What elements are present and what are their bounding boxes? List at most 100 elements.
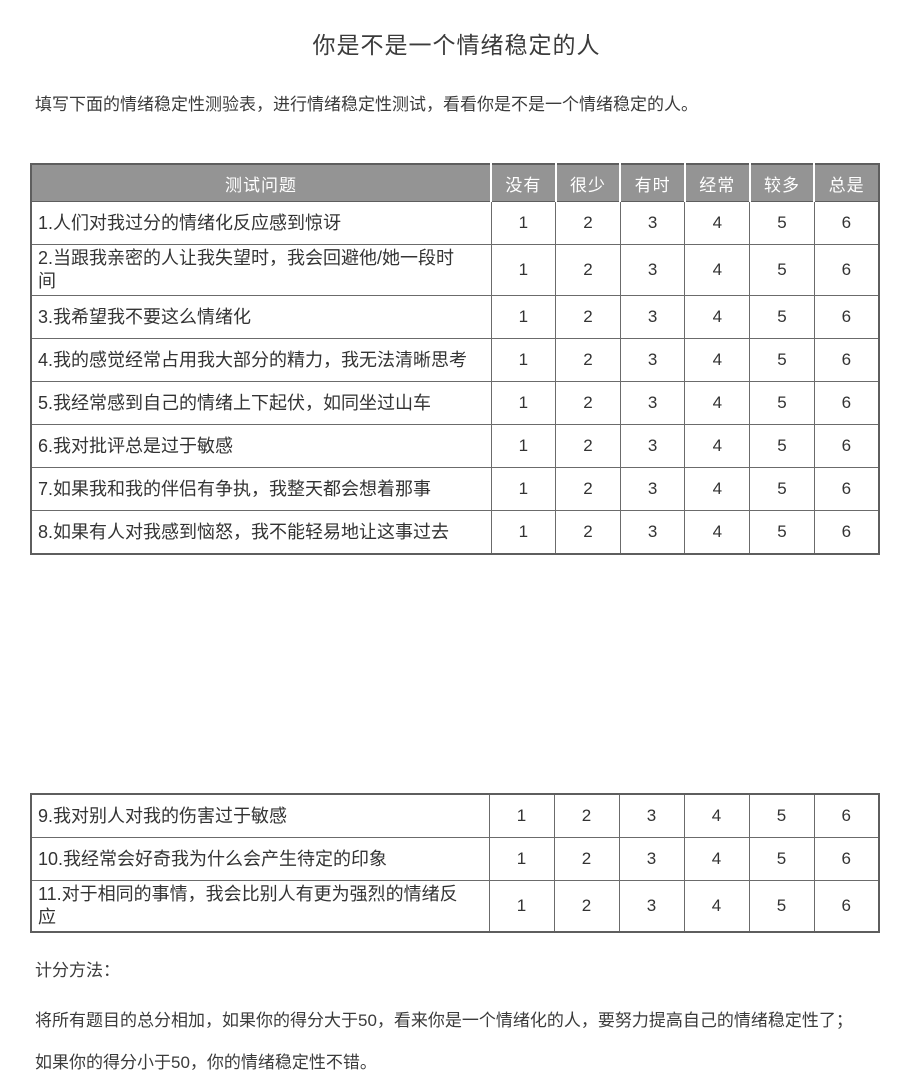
score-value-cell: 6	[813, 467, 880, 511]
scoring-line1: 将所有题目的总分相加，如果你的得分大于50，看来你是一个情绪化的人，要努力提高自…	[35, 1011, 853, 1030]
question-row: 9.我对别人对我的伤害过于敏感 1 2 3 4 5 6	[30, 793, 880, 838]
score-value-cell: 2	[553, 880, 620, 933]
score-value-cell: 6	[813, 424, 880, 468]
score-value-cell: 6	[813, 295, 880, 339]
score-value-cell: 1	[490, 338, 557, 382]
score-value-cell: 6	[813, 793, 880, 838]
score-value-cell: 5	[748, 837, 815, 881]
score-value-cell: 4	[684, 295, 751, 339]
question-cell: 4.我的感觉经常占用我大部分的精力，我无法清晰思考	[30, 338, 492, 382]
page-title: 你是不是一个情绪稳定的人	[312, 32, 601, 58]
question-cell: 2.当跟我亲密的人让我失望时，我会回避他/她一段时间	[30, 244, 492, 296]
score-value-cell: 1	[488, 793, 555, 838]
score-value-cell: 4	[684, 381, 751, 425]
score-value-cell: 6	[813, 510, 880, 555]
score-value-cell: 2	[555, 201, 621, 245]
score-value-cell: 2	[553, 793, 620, 838]
score-value-cell: 3	[618, 880, 685, 933]
header-cell-frequency: 有时	[619, 164, 685, 202]
score-value-cell: 6	[813, 837, 880, 881]
table-header: 测试问题 没有 很少 有时 经常 较多 总是	[31, 164, 879, 202]
score-value-cell: 4	[684, 424, 751, 468]
score-value-cell: 3	[619, 201, 686, 245]
question-row: 1.人们对我过分的情绪化反应感到惊讶 1 2 3 4 5 6	[30, 201, 880, 245]
score-value-cell: 5	[749, 424, 815, 468]
questions-body-part1: 1.人们对我过分的情绪化反应感到惊讶 1 2 3 4 5 6 2.当跟我亲密的人让我失望时，我…	[30, 201, 880, 555]
question-cell: 7.如果我和我的伴侣有争执，我整天都会想着那事	[30, 467, 492, 511]
scoring-line2: 如果你的得分小于50，你的情绪稳定性不错。	[35, 1053, 377, 1072]
question-row: 11.对于相同的事情，我会比别人有更为强烈的情绪反应 1 2 3 4 5 6	[30, 880, 880, 933]
score-value-cell: 1	[490, 201, 557, 245]
header-cell-frequency: 总是	[813, 164, 879, 202]
score-value-cell: 5	[748, 793, 815, 838]
score-value-cell: 2	[555, 295, 621, 339]
question-cell: 8.如果有人对我感到恼怒，我不能轻易地让这事过去	[30, 510, 492, 555]
score-value-cell: 6	[813, 338, 880, 382]
scoring-section: 计分方法： 将所有题目的总分相加，如果你的得分大于50，看来你是一个情绪化的人，…	[35, 956, 853, 1073]
header-cell-frequency: 较多	[748, 164, 815, 202]
score-value-cell: 1	[490, 295, 557, 339]
score-value-cell: 3	[618, 793, 685, 838]
question-cell: 5.我经常感到自己的情绪上下起伏，如同坐过山车	[30, 381, 492, 425]
emotion-test-table-part2: 9.我对别人对我的伤害过于敏感 1 2 3 4 5 6 10.我经常会好奇我为什么会产生待定的…	[30, 793, 880, 933]
score-value-cell: 6	[813, 381, 880, 425]
score-value-cell: 1	[488, 880, 555, 933]
score-value-cell: 3	[619, 510, 686, 555]
score-value-cell: 4	[684, 201, 751, 245]
score-value-cell: 4	[683, 880, 750, 933]
score-value-cell: 2	[555, 510, 621, 555]
question-row: 4.我的感觉经常占用我大部分的精力，我无法清晰思考 1 2 3 4 5 6	[30, 338, 880, 382]
score-value-cell: 5	[749, 244, 815, 296]
question-row: 2.当跟我亲密的人让我失望时，我会回避他/她一段时间 1 2 3 4 5 6	[30, 244, 880, 296]
scoring-heading: 计分方法：	[35, 961, 120, 980]
score-value-cell: 5	[749, 201, 815, 245]
score-value-cell: 3	[619, 295, 686, 339]
score-value-cell: 1	[490, 244, 557, 296]
score-value-cell: 4	[684, 244, 751, 296]
question-cell: 10.我经常会好奇我为什么会产生待定的印象	[30, 837, 490, 881]
score-value-cell: 1	[490, 381, 557, 425]
question-cell: 3.我希望我不要这么情绪化	[30, 295, 492, 339]
question-cell: 9.我对别人对我的伤害过于敏感	[30, 793, 490, 838]
score-value-cell: 6	[813, 244, 880, 296]
score-value-cell: 2	[555, 467, 621, 511]
question-row: 5.我经常感到自己的情绪上下起伏，如同坐过山车 1 2 3 4 5 6	[30, 381, 880, 425]
score-value-cell: 2	[555, 424, 621, 468]
score-value-cell: 5	[749, 338, 815, 382]
question-row: 6.我对批评总是过于敏感 1 2 3 4 5 6	[30, 424, 880, 468]
table-header-row: 测试问题 没有 很少 有时 经常 较多 总是	[31, 164, 879, 202]
score-value-cell: 2	[555, 244, 621, 296]
score-value-cell: 5	[748, 880, 815, 933]
score-value-cell: 2	[555, 381, 621, 425]
score-value-cell: 5	[749, 295, 815, 339]
score-value-cell: 6	[813, 201, 880, 245]
emotion-test-table-part1: 测试问题 没有 很少 有时 经常 较多 总是 1.人们对我过分的情绪化反应感到惊讶 1 2 3 4 5…	[30, 163, 880, 555]
question-row: 7.如果我和我的伴侣有争执，我整天都会想着那事 1 2 3 4 5 6	[30, 467, 880, 511]
score-value-cell: 5	[749, 510, 815, 555]
score-value-cell: 2	[555, 338, 621, 382]
score-value-cell: 1	[490, 467, 557, 511]
question-row: 3.我希望我不要这么情绪化 1 2 3 4 5 6	[30, 295, 880, 339]
intro-text: 填写下面的情绪稳定性测验表，进行情绪稳定性测试，看看你是不是一个情绪稳定的人。	[35, 95, 698, 114]
score-value-cell: 1	[488, 837, 555, 881]
score-value-cell: 6	[813, 880, 880, 933]
score-value-cell: 4	[683, 793, 750, 838]
question-cell: 11.对于相同的事情，我会比别人有更为强烈的情绪反应	[30, 880, 490, 933]
header-cell-question: 测试问题	[31, 164, 491, 202]
question-row: 10.我经常会好奇我为什么会产生待定的印象 1 2 3 4 5 6	[30, 837, 880, 881]
score-value-cell: 1	[490, 510, 557, 555]
score-value-cell: 5	[749, 381, 815, 425]
score-value-cell: 5	[749, 467, 815, 511]
score-value-cell: 3	[619, 424, 686, 468]
score-value-cell: 3	[619, 338, 686, 382]
questions-body-part2: 9.我对别人对我的伤害过于敏感 1 2 3 4 5 6 10.我经常会好奇我为什么会产生待定的…	[30, 793, 880, 933]
score-value-cell: 4	[684, 510, 751, 555]
score-value-cell: 3	[619, 467, 686, 511]
header-cell-frequency: 没有	[490, 164, 556, 202]
score-value-cell: 2	[553, 837, 620, 881]
question-row: 8.如果有人对我感到恼怒，我不能轻易地让这事过去 1 2 3 4 5 6	[30, 510, 880, 555]
score-value-cell: 4	[684, 467, 751, 511]
question-cell: 1.人们对我过分的情绪化反应感到惊讶	[30, 201, 492, 245]
score-value-cell: 4	[683, 837, 750, 881]
